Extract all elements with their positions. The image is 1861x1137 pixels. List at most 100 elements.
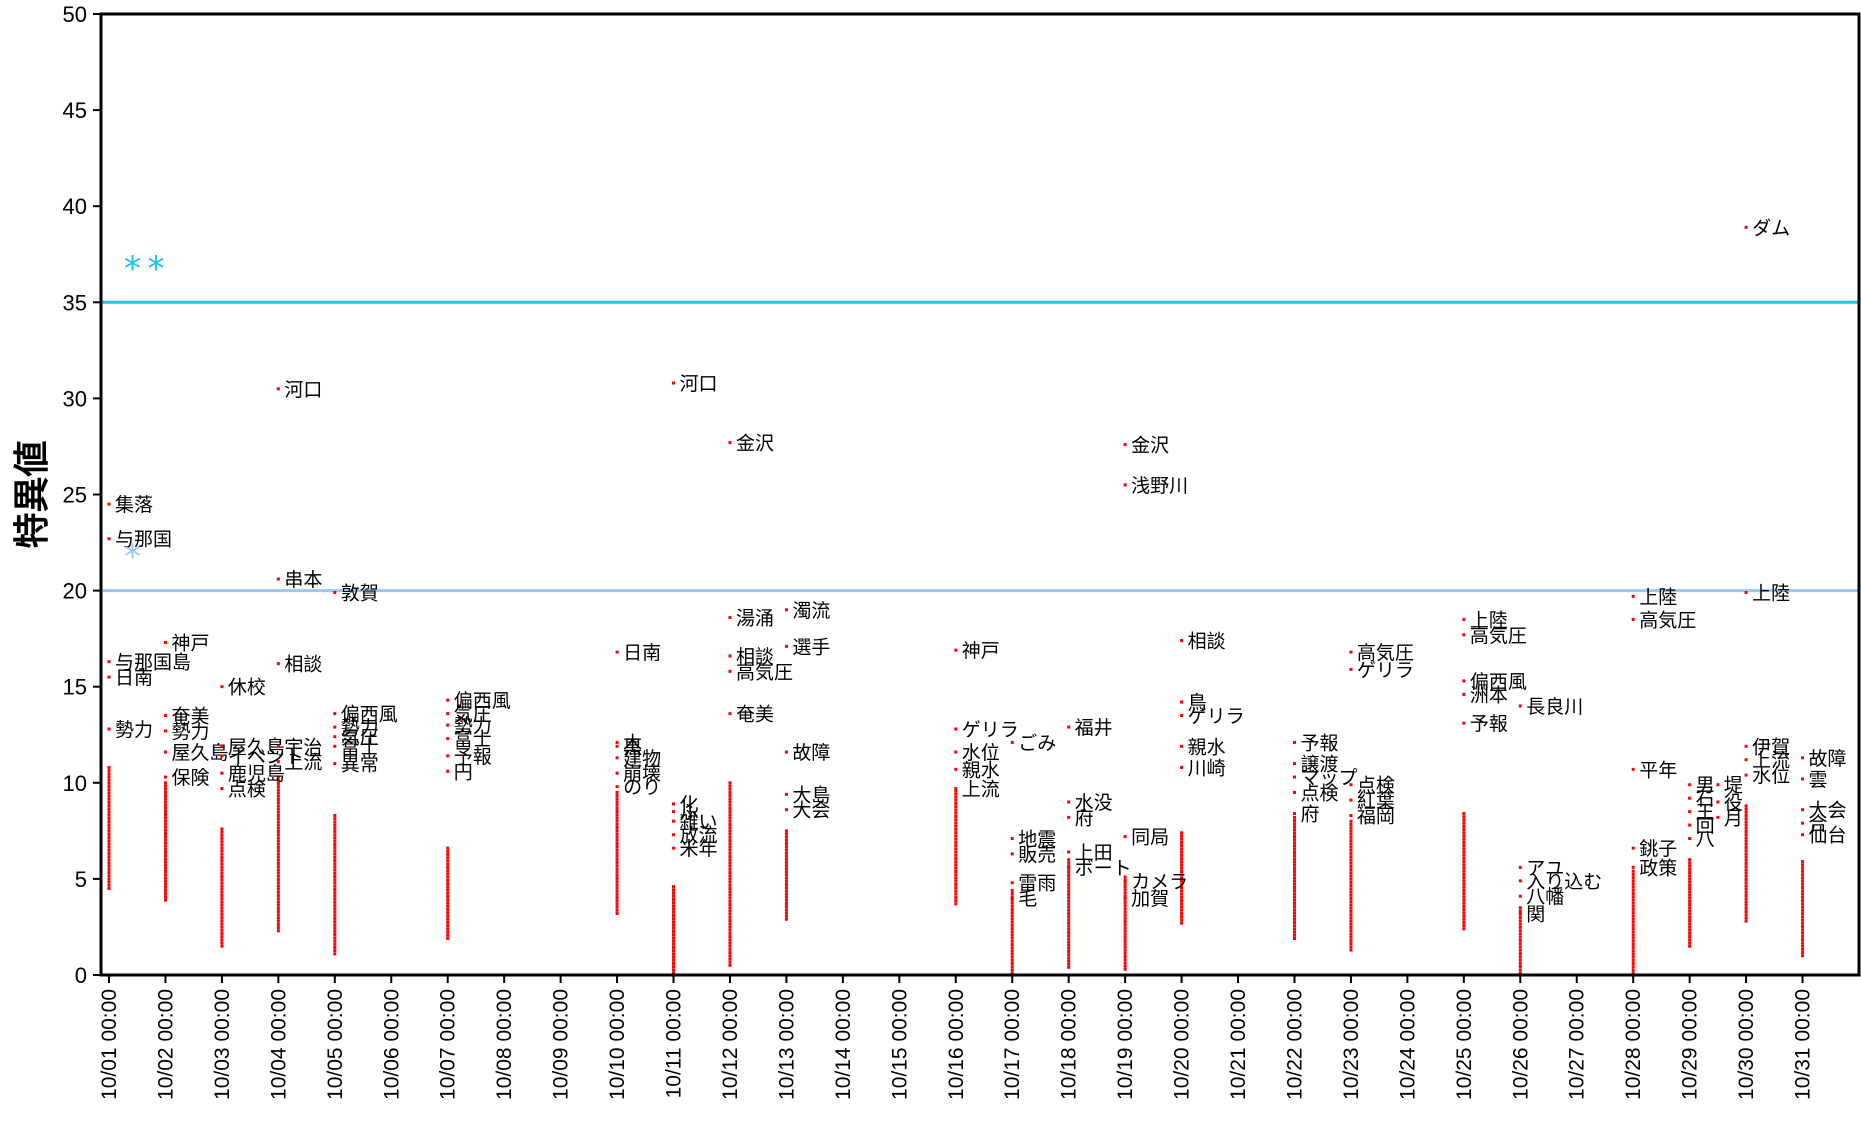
data-point xyxy=(784,879,788,883)
labeled-point-marker xyxy=(276,744,280,748)
labeled-point-marker xyxy=(163,729,167,733)
data-point xyxy=(1349,822,1353,826)
labeled-point-marker xyxy=(1744,744,1748,748)
data-point xyxy=(1123,945,1127,949)
labeled-point-marker xyxy=(1688,837,1692,841)
point-label: 銚子 xyxy=(1639,838,1677,860)
plot-frame xyxy=(99,12,1861,977)
data-point xyxy=(333,846,337,850)
data-point xyxy=(276,820,280,824)
data-point xyxy=(784,841,788,845)
data-point xyxy=(163,793,167,797)
data-point xyxy=(1462,888,1466,892)
labeled-point-marker xyxy=(107,675,111,679)
data-point xyxy=(1462,885,1466,889)
data-point xyxy=(1349,906,1353,910)
labeled-point-marker xyxy=(1067,725,1071,729)
data-point xyxy=(1292,879,1296,883)
data-point xyxy=(784,908,788,912)
point-label: 米年 xyxy=(680,838,718,860)
x-tick-label: 10/29 00:00 xyxy=(1679,989,1702,1100)
data-point xyxy=(1067,962,1071,966)
data-point xyxy=(333,849,337,853)
data-point xyxy=(107,858,111,862)
data-point xyxy=(446,917,450,921)
data-point xyxy=(163,870,167,874)
point-label: 勢力 xyxy=(341,717,379,739)
data-point xyxy=(107,839,111,843)
point-label: 伊賀 xyxy=(1752,736,1790,758)
data-point xyxy=(954,792,958,796)
data-point xyxy=(1801,905,1805,909)
data-point xyxy=(1349,848,1353,852)
data-point xyxy=(333,842,337,846)
x-tick-label: 10/28 00:00 xyxy=(1622,989,1645,1100)
point-label: 富士 xyxy=(341,736,379,758)
data-point xyxy=(954,869,958,873)
data-point xyxy=(784,892,788,896)
data-point xyxy=(1744,826,1748,830)
data-point xyxy=(1292,815,1296,819)
point-label: 親水 xyxy=(1188,736,1226,758)
labeled-point-marker xyxy=(1349,650,1353,654)
data-point xyxy=(446,911,450,915)
data-point xyxy=(954,873,958,877)
data-point xyxy=(163,847,167,851)
point-label: 水位 xyxy=(962,742,1000,764)
data-point xyxy=(1123,935,1127,939)
point-label: 譲渡 xyxy=(1300,754,1338,776)
x-tick-label: 10/05 00:00 xyxy=(324,989,347,1100)
point-label: 円 xyxy=(454,761,473,783)
data-point xyxy=(276,813,280,817)
data-point xyxy=(1067,937,1071,941)
labeled-point-marker xyxy=(220,685,224,689)
point-label: 上陸 xyxy=(1752,583,1790,605)
labeled-point-marker xyxy=(615,785,619,789)
data-point xyxy=(1631,939,1635,943)
data-point xyxy=(220,865,224,869)
point-label: 地震 xyxy=(1018,829,1056,851)
point-label: 建物 xyxy=(623,748,661,770)
point-label: 異常 xyxy=(341,754,379,776)
labeled-point-marker xyxy=(1010,896,1014,900)
data-point xyxy=(1292,850,1296,854)
labeled-point-marker xyxy=(1067,865,1071,869)
data-point xyxy=(1631,911,1635,915)
point-label: 上流 xyxy=(284,752,322,774)
data-point xyxy=(1010,939,1014,943)
data-point xyxy=(1688,864,1692,868)
data-point xyxy=(615,816,619,820)
data-point xyxy=(1744,833,1748,837)
point-label: のり xyxy=(623,777,661,799)
point-label: 王 xyxy=(1696,802,1715,824)
data-point xyxy=(1180,866,1184,870)
data-point xyxy=(446,920,450,924)
data-point xyxy=(1744,894,1748,898)
data-point xyxy=(1801,934,1805,938)
data-point xyxy=(276,862,280,866)
data-point xyxy=(1744,862,1748,866)
data-point xyxy=(672,971,676,975)
data-point xyxy=(1349,868,1353,872)
data-point xyxy=(276,874,280,878)
labeled-point-marker xyxy=(1744,225,1748,229)
point-label: 点検 xyxy=(1300,782,1338,804)
data-point xyxy=(1180,863,1184,867)
data-point xyxy=(333,939,337,943)
data-point xyxy=(1801,879,1805,883)
data-point xyxy=(333,920,337,924)
data-point xyxy=(728,935,732,939)
labeled-point-marker xyxy=(1462,617,1466,621)
data-point xyxy=(220,884,224,888)
data-point xyxy=(1180,911,1184,915)
data-point xyxy=(163,828,167,832)
data-point xyxy=(1067,893,1071,897)
data-point xyxy=(1123,958,1127,962)
point-label: 偏西風 xyxy=(454,690,511,712)
labeled-point-marker xyxy=(1688,823,1692,827)
labeled-point-marker xyxy=(728,654,732,658)
data-point xyxy=(1292,835,1296,839)
data-point xyxy=(728,822,732,826)
data-point xyxy=(1010,898,1014,902)
point-label: ダム xyxy=(1752,217,1790,239)
